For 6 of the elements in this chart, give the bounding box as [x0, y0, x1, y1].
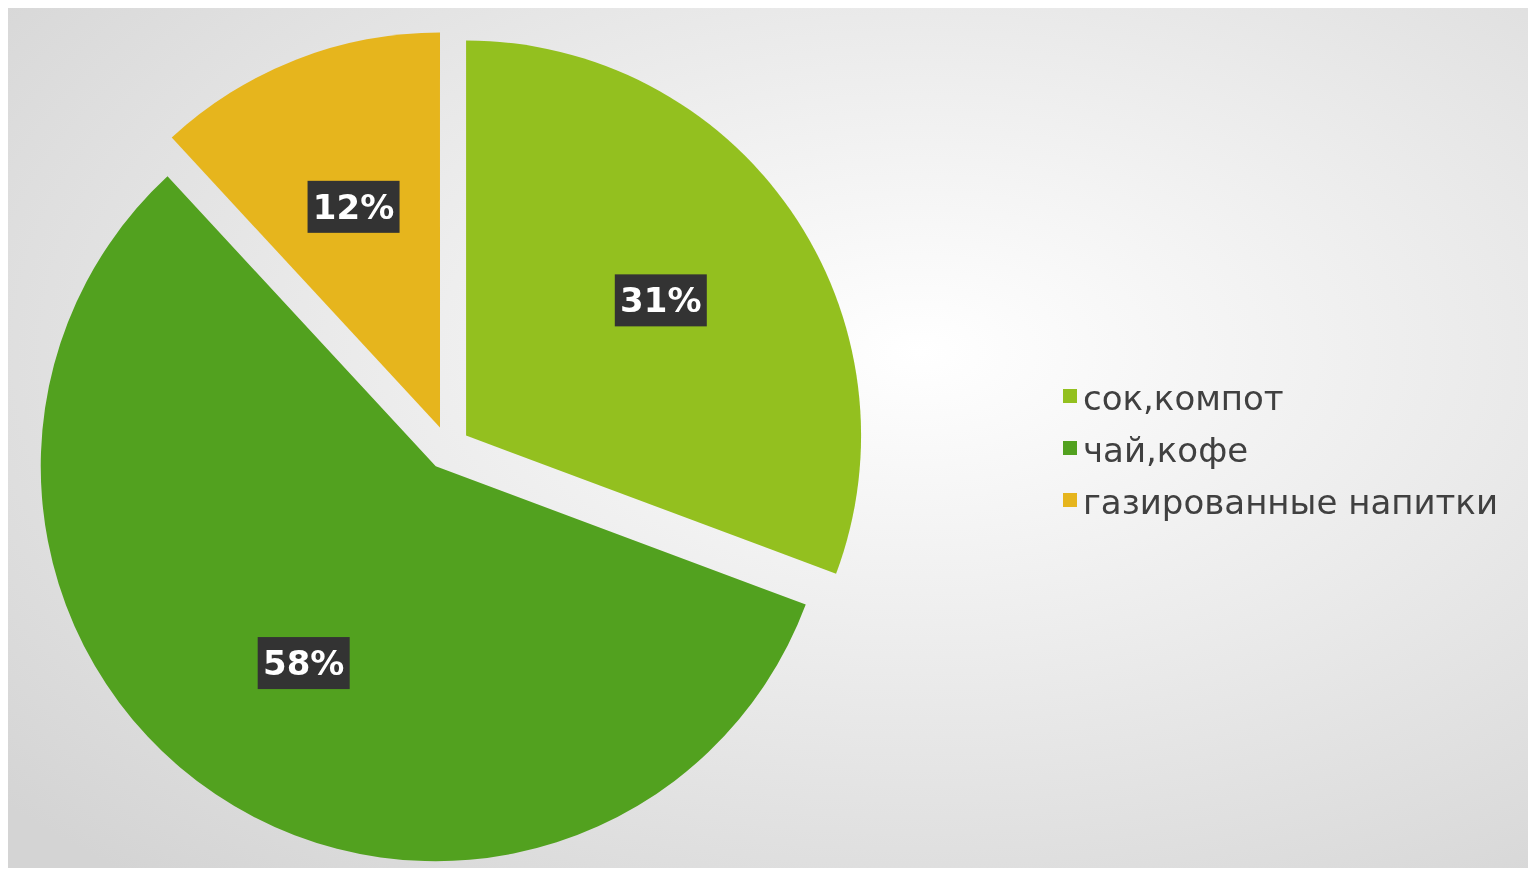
data-label: 31%	[620, 280, 702, 321]
data-label: 58%	[262, 643, 345, 684]
legend-label: сок,компот	[1083, 378, 1284, 418]
data-label: 12%	[312, 186, 395, 227]
legend-label: газированные напитки	[1083, 482, 1498, 522]
legend-label: чай,кофе	[1083, 430, 1249, 470]
